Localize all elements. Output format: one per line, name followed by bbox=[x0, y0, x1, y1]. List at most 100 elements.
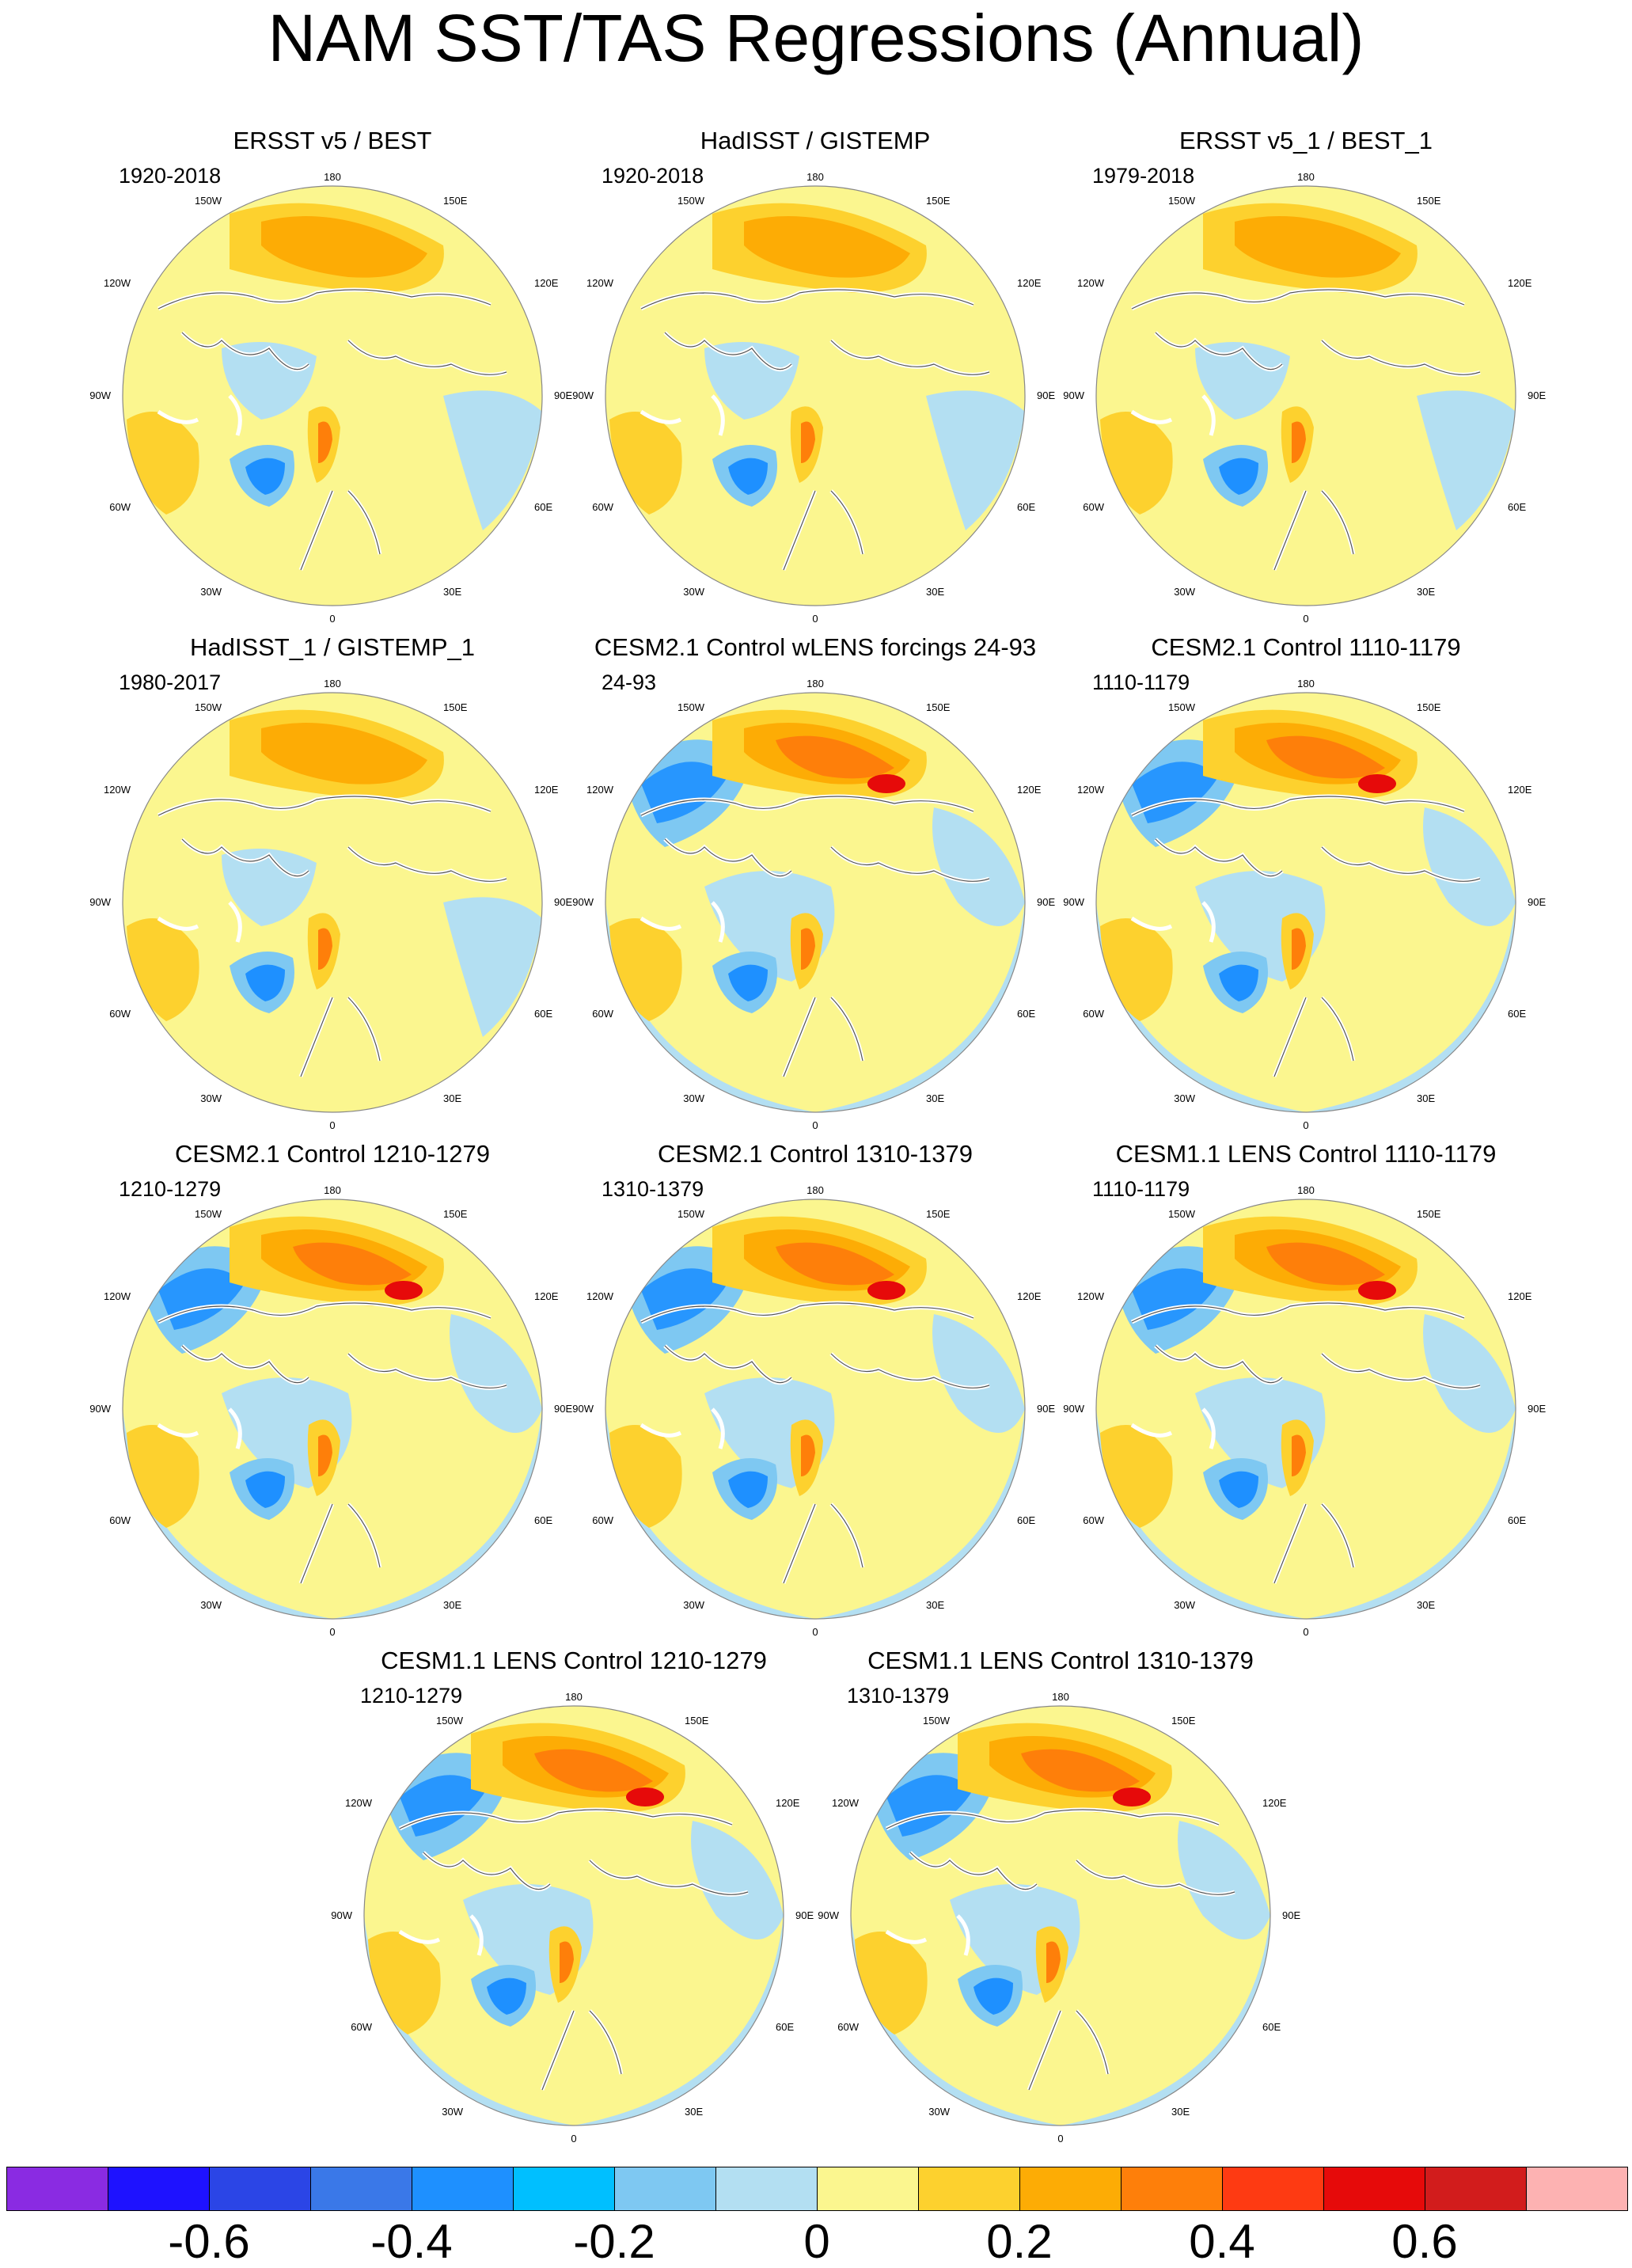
longitude-label: 90E bbox=[554, 1403, 572, 1415]
polar-map: 180 0 90W 90E 150W 120W 150E 120E 60W 30W 60E 30E bbox=[818, 1691, 1300, 2145]
longitude-label: 90W bbox=[572, 389, 594, 401]
longitude-label: 150E bbox=[443, 195, 468, 207]
longitude-label: 180 bbox=[807, 678, 824, 690]
longitude-label: 90W bbox=[1063, 896, 1084, 908]
panel-period: 1110-1179 bbox=[1092, 671, 1190, 694]
longitude-label: 60W bbox=[592, 501, 613, 513]
colorbar-swatch bbox=[715, 2167, 818, 2211]
longitude-label: 90E bbox=[1528, 1403, 1546, 1415]
map-panel: HadISST / GISTEMP 1920-2018 180 0 90W 90E 150W… bbox=[572, 127, 1055, 625]
longitude-label: 180 bbox=[324, 171, 341, 183]
longitude-label: 150W bbox=[677, 1208, 705, 1220]
colorbar-swatch bbox=[513, 2167, 615, 2211]
longitude-label: 120W bbox=[104, 277, 131, 289]
polar-map: 180 0 90W 90E 150W 120W 150E 120E 60W 30W 60E 30E bbox=[572, 171, 1055, 625]
longitude-label: 0 bbox=[1303, 613, 1308, 625]
longitude-label: 150W bbox=[923, 1715, 951, 1727]
longitude-label: 90W bbox=[572, 1403, 594, 1415]
longitude-label: 120W bbox=[586, 277, 614, 289]
colorbar-swatch bbox=[1222, 2167, 1324, 2211]
panel-title: ERSST v5_1 / BEST_1 bbox=[1179, 127, 1433, 154]
panel-title: CESM2.1 Control wLENS forcings 24-93 bbox=[594, 633, 1037, 661]
longitude-label: 60W bbox=[109, 501, 131, 513]
map-panel: CESM1.1 LENS Control 1310-1379 1310-1379 1… bbox=[818, 1647, 1300, 2145]
longitude-label: 60W bbox=[109, 1514, 131, 1526]
polar-map: 180 0 90W 90E 150W 120W 150E 120E 60W 30W 60E 30E bbox=[1063, 1184, 1546, 1638]
polar-map: 180 0 90W 90E 150W 120W 150E 120E 60W 30W 60E 30E bbox=[89, 1184, 572, 1638]
longitude-label: 60W bbox=[1083, 501, 1104, 513]
longitude-label: 120W bbox=[586, 1290, 614, 1302]
longitude-label: 30E bbox=[926, 1092, 944, 1104]
panel-title: CESM2.1 Control 1310-1379 bbox=[657, 1140, 974, 1168]
longitude-label: 120E bbox=[1017, 1290, 1042, 1302]
longitude-label: 120W bbox=[1077, 784, 1105, 796]
longitude-label: 30W bbox=[683, 1599, 704, 1611]
colorbar-swatch bbox=[108, 2167, 210, 2211]
longitude-label: 30W bbox=[1174, 586, 1195, 598]
colorbar-tick-label: 0.6 bbox=[1391, 2215, 1458, 2268]
colorbar-swatch bbox=[817, 2167, 919, 2211]
longitude-label: 150E bbox=[443, 701, 468, 713]
longitude-label: 60E bbox=[776, 2021, 794, 2033]
longitude-label: 30W bbox=[1174, 1092, 1195, 1104]
longitude-label: 150W bbox=[195, 195, 222, 207]
longitude-label: 90W bbox=[572, 896, 594, 908]
colorbar-swatch bbox=[614, 2167, 716, 2211]
longitude-label: 60E bbox=[1508, 1514, 1526, 1526]
longitude-label: 60W bbox=[837, 2021, 859, 2033]
longitude-label: 90W bbox=[1063, 389, 1084, 401]
panel-period: 1210-1279 bbox=[360, 1684, 463, 1708]
panel-title: CESM2.1 Control 1110-1179 bbox=[1151, 633, 1461, 661]
longitude-label: 90E bbox=[1037, 389, 1055, 401]
polar-map: 180 0 90W 90E 150W 120W 150E 120E 60W 30W 60E 30E bbox=[89, 678, 572, 1131]
longitude-label: 150E bbox=[926, 701, 951, 713]
colorbar-tick-label: -0.4 bbox=[370, 2215, 453, 2268]
longitude-label: 180 bbox=[807, 1184, 824, 1196]
map-panel: CESM1.1 LENS Control 1210-1279 1210-1279 1… bbox=[331, 1647, 814, 2145]
longitude-label: 0 bbox=[812, 1119, 818, 1131]
longitude-label: 0 bbox=[1303, 1119, 1308, 1131]
longitude-label: 30E bbox=[443, 1599, 461, 1611]
map-panel: CESM1.1 LENS Control 1110-1179 1110-1179 1… bbox=[1063, 1140, 1546, 1638]
longitude-label: 90E bbox=[1282, 1909, 1300, 1921]
longitude-label: 120W bbox=[104, 1290, 131, 1302]
longitude-label: 90W bbox=[89, 1403, 111, 1415]
longitude-label: 0 bbox=[329, 1626, 335, 1638]
colorbar-tick-label: 0 bbox=[803, 2215, 830, 2268]
longitude-label: 150E bbox=[443, 1208, 468, 1220]
map-panel: CESM2.1 Control wLENS forcings 24-93 24-9… bbox=[572, 633, 1055, 1131]
colorbar-swatch bbox=[310, 2167, 412, 2211]
map-panel: CESM2.1 Control 1210-1279 1210-1279 180 0 90… bbox=[89, 1140, 572, 1638]
panel-title: HadISST / GISTEMP bbox=[700, 127, 931, 154]
longitude-label: 60W bbox=[1083, 1514, 1104, 1526]
longitude-label: 120E bbox=[534, 1290, 559, 1302]
longitude-label: 30E bbox=[1417, 1599, 1435, 1611]
longitude-label: 180 bbox=[1052, 1691, 1069, 1703]
longitude-label: 90E bbox=[1037, 896, 1055, 908]
map-panel: ERSST v5 / BEST 1920-2018 180 0 90W 90E 150W 12… bbox=[89, 127, 572, 625]
longitude-label: 0 bbox=[1303, 1626, 1308, 1638]
colorbar-swatch bbox=[918, 2167, 1020, 2211]
colorbar-swatch bbox=[412, 2167, 514, 2211]
map-panel: CESM2.1 Control 1110-1179 1110-1179 180 0 90… bbox=[1063, 633, 1546, 1131]
longitude-label: 60E bbox=[1017, 1514, 1035, 1526]
colorbar-tick-label: -0.6 bbox=[168, 2215, 250, 2268]
polar-map: 180 0 90W 90E 150W 120W 150E 120E 60W 30W 60E 30E bbox=[331, 1691, 814, 2145]
longitude-label: 120E bbox=[1017, 277, 1042, 289]
polar-map: 180 0 90W 90E 150W 120W 150E 120E 60W 30W 60E 30E bbox=[572, 678, 1055, 1131]
map-panel: CESM2.1 Control 1310-1379 1310-1379 180 0 90… bbox=[572, 1140, 1055, 1638]
longitude-label: 180 bbox=[807, 171, 824, 183]
panel-period: 1310-1379 bbox=[602, 1177, 704, 1201]
panel-period: 1980-2017 bbox=[119, 671, 222, 694]
longitude-label: 120W bbox=[1077, 277, 1105, 289]
panel-period: 24-93 bbox=[602, 671, 657, 694]
longitude-label: 30W bbox=[1174, 1599, 1195, 1611]
longitude-label: 60E bbox=[534, 1008, 552, 1020]
longitude-label: 120W bbox=[832, 1797, 860, 1809]
longitude-label: 90E bbox=[1528, 896, 1546, 908]
longitude-label: 30W bbox=[200, 1599, 222, 1611]
longitude-label: 150E bbox=[926, 195, 951, 207]
polar-map: 180 0 90W 90E 150W 120W 150E 120E 60W 30W 60E 30E bbox=[1063, 678, 1546, 1131]
longitude-label: 30E bbox=[1417, 586, 1435, 598]
longitude-label: 180 bbox=[324, 678, 341, 690]
